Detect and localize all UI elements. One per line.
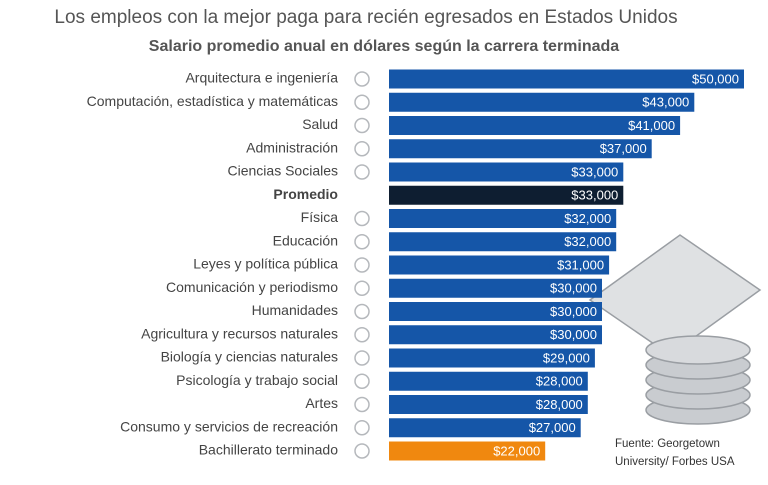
category-icon	[354, 210, 370, 227]
bar	[389, 395, 588, 414]
bar	[389, 302, 602, 321]
data-label: $29,000	[543, 350, 590, 365]
category-label: Psicología y trabajo social	[176, 372, 338, 388]
bar	[389, 418, 581, 438]
bar	[389, 325, 602, 345]
bar	[389, 116, 681, 135]
category-label: Ciencias Sociales	[228, 163, 339, 179]
category-label: Arquitectura e ingeniería	[185, 70, 338, 86]
data-label: $30,000	[550, 327, 597, 342]
category-label: Bachillerato terminado	[199, 442, 339, 458]
bar	[389, 232, 617, 252]
data-label: $32,000	[564, 211, 611, 226]
category-icon	[354, 234, 370, 250]
bar	[389, 209, 617, 228]
category-icon	[354, 327, 370, 343]
source: University/ Forbes USA	[615, 456, 735, 468]
category-label: Salud	[302, 116, 338, 132]
category-label: Consumo y servicios de recreación	[120, 418, 338, 434]
data-label: $30,000	[550, 281, 597, 296]
bar	[389, 441, 546, 461]
category-icon	[354, 94, 370, 110]
bar	[389, 371, 588, 391]
category-label: Comunicación y periodismo	[166, 279, 338, 295]
data-label: $33,000	[571, 164, 618, 179]
bar	[389, 162, 624, 182]
data-label: $43,000	[642, 95, 689, 110]
bar	[389, 255, 610, 275]
bar	[389, 69, 744, 89]
category-label: Promedio	[273, 186, 338, 202]
category-icon	[354, 396, 370, 413]
chart-subtitle: Salario promedio anual en dólares según …	[149, 38, 619, 55]
category-icon	[354, 257, 370, 273]
bar	[389, 92, 695, 112]
bar	[389, 348, 595, 368]
category-label: Leyes y política pública	[193, 256, 338, 272]
category-label: Administración	[246, 139, 338, 155]
data-label: $33,000	[571, 188, 618, 203]
coins-illustration	[588, 234, 762, 425]
category-icon	[354, 373, 370, 389]
category-icon	[354, 164, 370, 180]
bar	[389, 278, 602, 298]
bar	[389, 185, 624, 205]
data-label: $31,000	[557, 257, 604, 272]
category-icon	[354, 443, 370, 459]
data-label: $30,000	[550, 304, 597, 319]
chart-title: Los empleos con la mejor paga para recié…	[54, 7, 677, 28]
category-label: Computación, estadística y matemáticas	[87, 93, 338, 109]
data-label: $32,000	[564, 234, 611, 249]
data-label: $37,000	[600, 141, 647, 156]
category-label: Educación	[273, 232, 338, 248]
category-icon	[354, 71, 370, 87]
data-label: $27,000	[529, 420, 576, 435]
category-label: Artes	[305, 395, 338, 411]
category-label: Agricultura y recursos naturales	[141, 325, 338, 341]
source: Fuente: Georgetown	[615, 438, 720, 450]
category-icon	[354, 141, 370, 157]
data-label: $28,000	[536, 397, 583, 412]
data-label: $41,000	[628, 118, 675, 133]
bar	[389, 139, 652, 159]
category-icon	[354, 280, 370, 296]
data-label: $22,000	[493, 443, 540, 458]
category-icon	[354, 117, 370, 134]
category-label: Biología y ciencias naturales	[161, 349, 338, 365]
category-label: Física	[301, 209, 339, 225]
category-label: Humanidades	[252, 302, 338, 318]
category-icon	[354, 420, 370, 436]
data-label: $28,000	[536, 374, 583, 389]
data-label: $50,000	[692, 71, 739, 86]
category-icon	[354, 350, 370, 366]
category-icon	[354, 303, 370, 320]
